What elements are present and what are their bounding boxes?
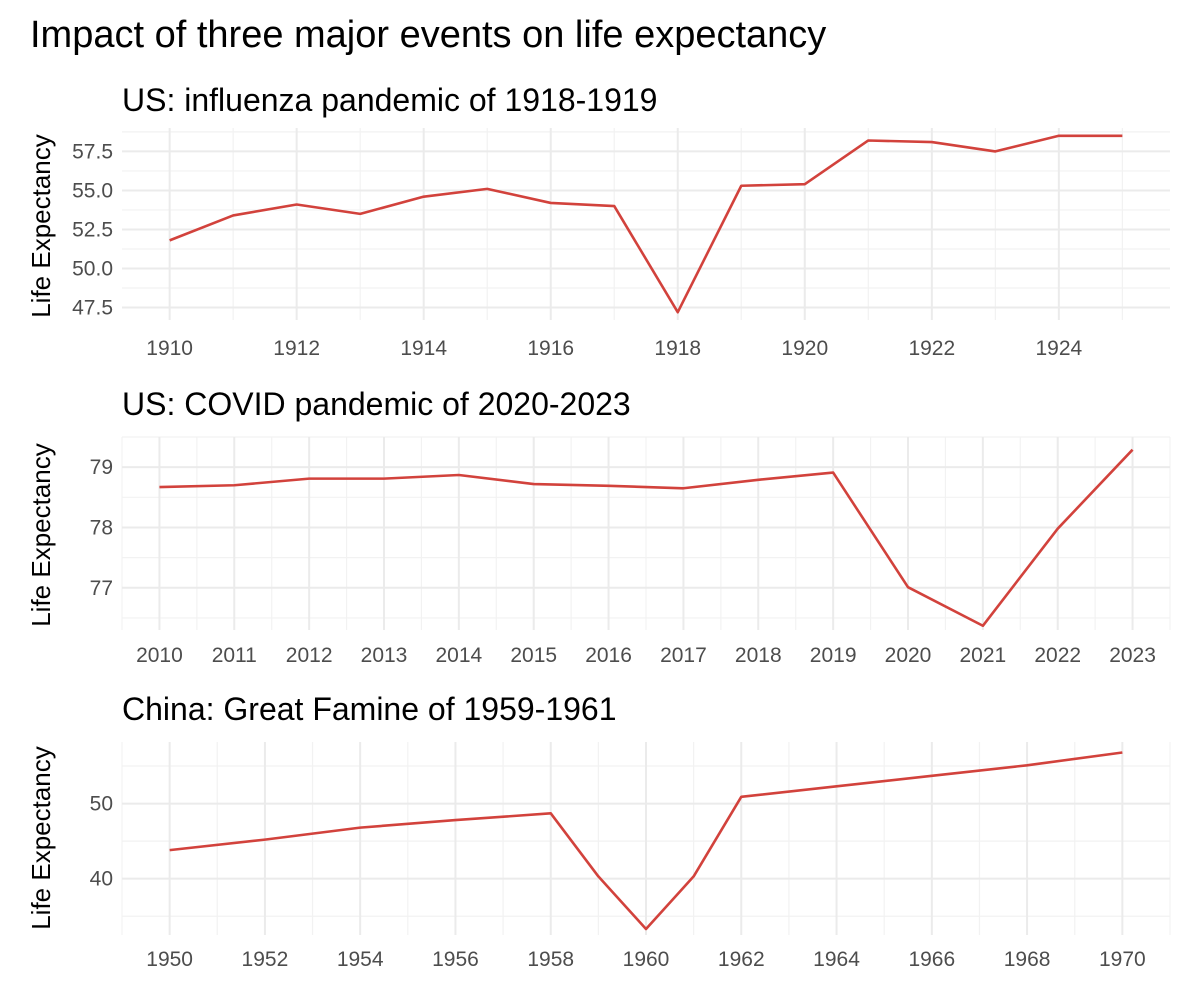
x-tick-label: 1964	[813, 948, 860, 971]
chart-title: Impact of three major events on life exp…	[30, 14, 826, 56]
x-tick-label: 2011	[212, 644, 257, 667]
x-tick-label: 1916	[527, 337, 574, 360]
x-tick-label: 1918	[654, 337, 701, 360]
x-tick-label: 2023	[1109, 644, 1156, 667]
series-line	[159, 448, 1134, 628]
chart-panel-3: China: Great Famine of 1959-1961 40 50 1950…	[26, 691, 1171, 971]
y-tick-label: 79	[90, 456, 113, 479]
x-tick-label: 2015	[510, 644, 557, 667]
panel-title: US: influenza pandemic of 1918-1919	[122, 82, 657, 118]
y-tick-label: 50	[90, 793, 113, 816]
x-tick-label: 1920	[781, 337, 828, 360]
x-tick-label: 2020	[885, 644, 932, 667]
chart-panels: US: influenza pandemic of 1918-1919 47.5 5…	[26, 82, 1171, 971]
x-tick-label: 1910	[146, 337, 193, 360]
y-tick-label: 52.5	[72, 218, 113, 241]
x-tick-label: 2012	[286, 644, 333, 667]
x-tick-label: 1956	[432, 948, 479, 971]
x-tick-label: 1912	[273, 337, 320, 360]
x-tick-label: 2022	[1034, 644, 1081, 667]
y-tick-label: 55.0	[72, 179, 113, 202]
x-tick-label: 2016	[585, 644, 632, 667]
y-axis-label: Life Expectancy	[26, 134, 56, 318]
x-tick-label: 2014	[435, 644, 482, 667]
x-tick-label: 1950	[146, 948, 193, 971]
y-axis-label: Life Expectancy	[26, 443, 56, 627]
x-tick-label: 1960	[623, 948, 670, 971]
x-tick-label: 1962	[718, 948, 765, 971]
x-tick-label: 1952	[242, 948, 289, 971]
x-tick-label: 2021	[959, 644, 1006, 667]
series-line	[169, 751, 1123, 931]
x-tick-label: 1966	[908, 948, 955, 971]
x-tick-label: 2010	[136, 644, 183, 667]
x-tick-label: 2018	[735, 644, 782, 667]
x-tick-label: 1914	[400, 337, 447, 360]
x-tick-label: 2017	[660, 644, 707, 667]
x-tick-label: 1954	[337, 948, 384, 971]
chart-panel-2: US: COVID pandemic of 2020-2023 77 78 79 201…	[26, 386, 1171, 667]
panel-title: US: COVID pandemic of 2020-2023	[122, 386, 631, 422]
chart-panel-1: US: influenza pandemic of 1918-1919 47.5 5…	[26, 82, 1170, 360]
panel-title: China: Great Famine of 1959-1961	[122, 691, 617, 727]
y-tick-label: 77	[90, 577, 113, 600]
y-tick-label: 50.0	[72, 257, 113, 280]
x-tick-label: 1968	[1004, 948, 1051, 971]
x-tick-label: 2013	[361, 644, 408, 667]
x-tick-label: 2019	[810, 644, 857, 667]
y-tick-label: 40	[90, 868, 113, 891]
y-tick-label: 78	[90, 516, 113, 539]
y-axis-label: Life Expectancy	[26, 746, 56, 930]
series-line	[169, 134, 1123, 314]
x-tick-label: 1970	[1099, 948, 1146, 971]
x-tick-label: 1958	[527, 948, 574, 971]
x-tick-label: 1922	[908, 337, 955, 360]
x-tick-label: 1924	[1035, 337, 1082, 360]
y-tick-label: 57.5	[72, 140, 113, 163]
y-tick-label: 47.5	[72, 297, 113, 320]
